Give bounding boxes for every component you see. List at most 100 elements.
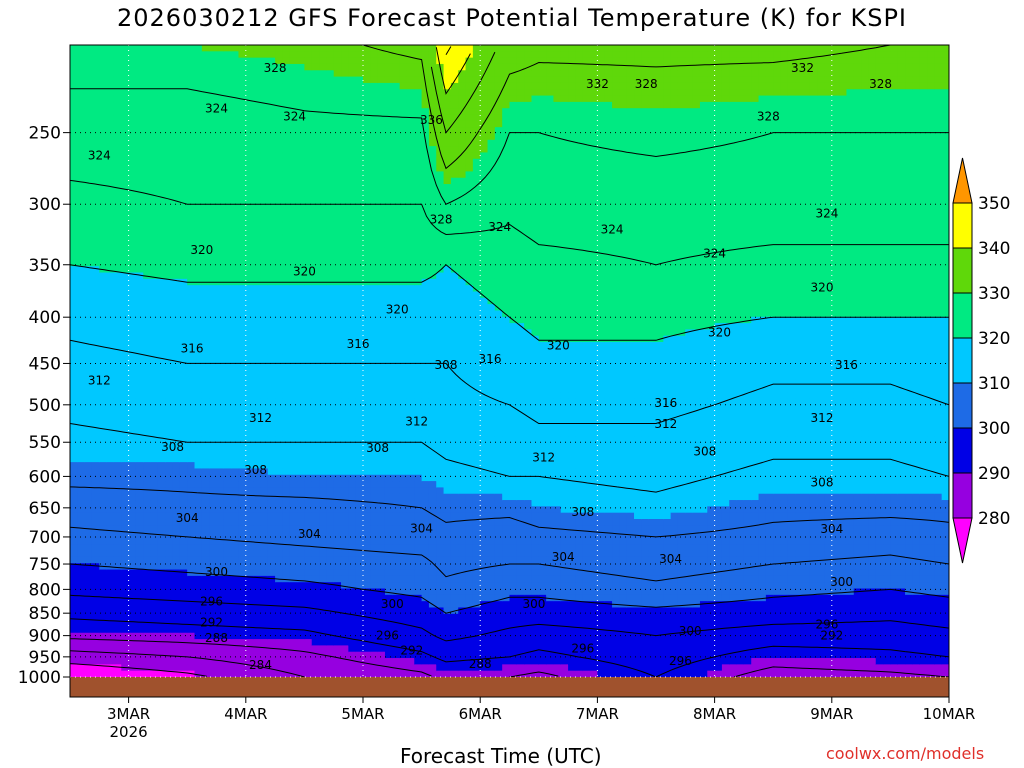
field-cell: [84, 626, 93, 634]
field-cell: [99, 487, 108, 495]
field-cell: [121, 531, 130, 539]
field-cell: [392, 455, 401, 463]
field-cell: [377, 639, 386, 646]
field-cell: [297, 569, 305, 577]
field-cell: [421, 500, 430, 507]
field-cell: [348, 556, 357, 564]
field-cell: [84, 240, 93, 248]
chart-title: 2026030212 GFS Forecast Potential Temper…: [116, 4, 908, 32]
field-cell: [179, 405, 188, 413]
field-cell: [355, 82, 364, 90]
field-cell: [333, 228, 342, 236]
field-cell: [135, 51, 144, 59]
field-cell: [414, 234, 423, 242]
field-cell: [179, 348, 188, 356]
field-cell: [341, 133, 349, 141]
field-cell: [201, 506, 210, 514]
field-cell: [106, 139, 115, 147]
field-cell: [194, 493, 203, 501]
field-cell: [260, 101, 269, 109]
field-cell: [282, 544, 291, 552]
field-cell: [201, 158, 210, 166]
field-cell: [150, 398, 159, 406]
field-cell: [333, 544, 342, 552]
field-cell: [128, 278, 137, 286]
field-cell: [201, 563, 210, 571]
field-cell: [135, 658, 144, 665]
field-cell: [384, 411, 393, 419]
field-cell: [223, 127, 232, 135]
field-cell: [414, 588, 423, 596]
field-cell: [399, 405, 408, 413]
field-cell: [392, 89, 401, 97]
field-cell: [231, 379, 240, 387]
field-cell: [399, 95, 408, 103]
field-cell: [91, 626, 100, 634]
field-cell: [326, 221, 335, 229]
theta-field: [70, 45, 949, 677]
field-cell: [370, 63, 379, 71]
field-cell: [333, 354, 342, 362]
field-cell: [238, 430, 247, 438]
field-cell: [282, 468, 291, 476]
field-cell: [406, 316, 415, 324]
field-cell: [106, 152, 115, 160]
field-cell: [355, 209, 364, 217]
field-cell: [179, 259, 188, 267]
field-cell: [201, 272, 210, 280]
field-cell: [348, 620, 357, 628]
field-cell: [179, 525, 188, 533]
field-cell: [106, 632, 115, 640]
field-cell: [399, 424, 408, 432]
field-cell: [384, 481, 393, 488]
field-cell: [106, 613, 115, 621]
field-cell: [70, 133, 78, 141]
field-cell: [333, 563, 342, 571]
field-cell: [172, 474, 181, 482]
field-cell: [392, 367, 401, 375]
field-cell: [260, 228, 269, 236]
field-cell: [267, 221, 276, 229]
field-cell: [428, 278, 437, 286]
field-cell: [392, 158, 401, 166]
field-cell: [245, 184, 254, 191]
field-cell: [421, 392, 430, 400]
field-cell: [289, 436, 298, 444]
field-cell: [392, 165, 401, 172]
field-cell: [187, 196, 196, 204]
field-cell: [326, 146, 335, 154]
field-cell: [253, 519, 262, 526]
field-cell: [275, 424, 284, 432]
field-cell: [297, 601, 305, 609]
field-cell: [135, 316, 144, 324]
field-cell: [355, 367, 364, 375]
field-cell: [297, 146, 305, 154]
field-cell: [245, 57, 254, 65]
field-cell: [275, 152, 284, 160]
field-cell: [326, 348, 335, 356]
field-cell: [363, 285, 371, 293]
field-cell: [165, 537, 174, 545]
field-cell: [363, 247, 371, 255]
field-cell: [77, 361, 86, 368]
field-cell: [333, 285, 342, 293]
field-cell: [223, 253, 232, 261]
field-cell: [363, 63, 371, 71]
field-cell: [399, 607, 408, 615]
field-cell: [304, 487, 313, 495]
field-cell: [91, 63, 100, 71]
field-cell: [341, 171, 349, 179]
field-cell: [157, 82, 166, 90]
field-cell: [363, 266, 371, 274]
field-cell: [260, 525, 269, 533]
field-cell: [421, 626, 430, 634]
field-cell: [304, 512, 313, 520]
field-cell: [392, 133, 401, 141]
field-cell: [172, 550, 181, 558]
field-cell: [414, 468, 423, 476]
field-cell: [70, 228, 78, 236]
field-cell: [406, 651, 415, 659]
field-cell: [106, 114, 115, 122]
field-cell: [187, 266, 196, 274]
field-cell: [282, 247, 291, 255]
